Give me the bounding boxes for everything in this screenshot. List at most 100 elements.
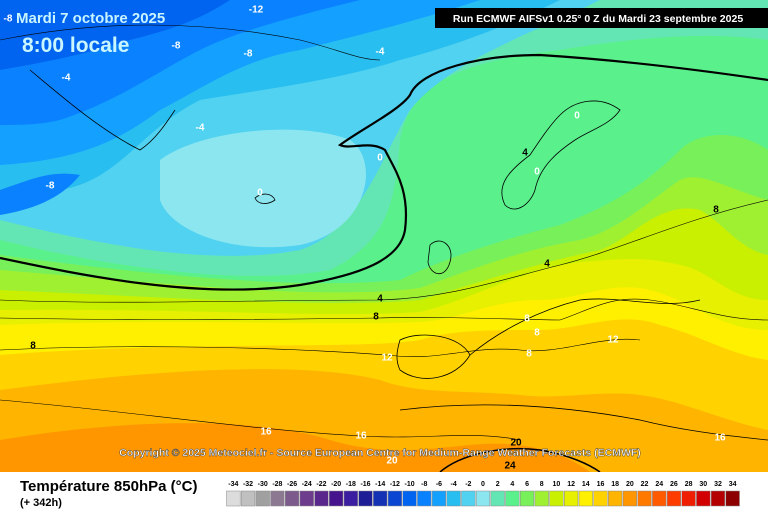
run-info: Run ECMWF AIFSv1 0.25° 0 Z du Mardi 23 s… xyxy=(453,13,743,25)
colorbar-label: 4 xyxy=(510,481,514,488)
colorbar-swatch xyxy=(255,490,270,507)
footer-lead: (+ 342h) xyxy=(20,497,62,509)
contour-label: 16 xyxy=(714,433,726,444)
copyright: Copyright © 2025 Meteociel.fr - Source E… xyxy=(119,447,641,459)
colorbar-label: -8 xyxy=(421,481,427,488)
colorbar-label: 8 xyxy=(540,481,544,488)
colorbar-label: -26 xyxy=(287,481,297,488)
colorbar-label: 12 xyxy=(567,481,575,488)
contour-label: 12 xyxy=(381,353,393,364)
forecast-time: 8:00 locale xyxy=(22,34,129,57)
colorbar-label: -24 xyxy=(302,481,312,488)
contour-label: 24 xyxy=(504,461,516,472)
contour-label: 20 xyxy=(510,438,522,449)
contour-label: -8 xyxy=(244,49,253,60)
colorbar-swatch xyxy=(461,490,476,507)
contours xyxy=(0,24,768,473)
colorbar-swatch xyxy=(637,490,652,507)
colorbar-label: -22 xyxy=(316,481,326,488)
colorbar-swatch xyxy=(475,490,491,507)
contour-label: -12 xyxy=(249,5,264,16)
colorbar-label: 26 xyxy=(670,481,678,488)
colorbar-swatch xyxy=(490,490,505,507)
colorbar-swatch xyxy=(431,490,447,507)
colorbar-swatch xyxy=(270,490,285,507)
colorbar-swatch xyxy=(608,490,623,507)
contour-label: 8 xyxy=(524,314,530,325)
colorbar-label: 24 xyxy=(655,481,663,488)
run-box xyxy=(435,8,768,28)
colorbar-swatch xyxy=(402,490,417,507)
contour-label: -8 xyxy=(46,181,55,192)
colorbar-swatch xyxy=(314,490,329,507)
colorbar-swatch xyxy=(417,490,432,507)
contour-label: 16 xyxy=(260,427,272,438)
colorbar-label: -4 xyxy=(451,481,457,488)
colorbar-swatch xyxy=(505,490,520,507)
colorbar-label: 2 xyxy=(496,481,500,488)
contour-label: 4 xyxy=(522,148,528,159)
colorbar-label: 30 xyxy=(699,481,707,488)
colorbar-label: 18 xyxy=(611,481,619,488)
colorbar-label: -6 xyxy=(436,481,442,488)
contour-label: 20 xyxy=(386,456,398,467)
contour-label: 0 xyxy=(377,153,383,164)
colorbar-label: -30 xyxy=(258,481,268,488)
colorbar-swatch xyxy=(681,490,696,507)
contour-label: 0 xyxy=(574,111,580,122)
contour-label: 8 xyxy=(534,328,540,339)
colorbar-swatch xyxy=(329,490,344,507)
contour-label: 8 xyxy=(30,341,36,352)
colorbar-swatch xyxy=(519,490,535,507)
contour-label: 8 xyxy=(373,312,379,323)
colorbar-label: -2 xyxy=(465,481,471,488)
colorbar-label: -16 xyxy=(360,481,370,488)
contour-label: 0 xyxy=(257,188,263,199)
colorbar-label: -14 xyxy=(375,481,385,488)
colorbar-swatch xyxy=(564,490,579,507)
colorbar-label: 10 xyxy=(553,481,561,488)
coastlines xyxy=(29,69,768,441)
contour-label: 16 xyxy=(355,431,367,442)
contour-label: -4 xyxy=(62,73,71,84)
contour-label: -8 xyxy=(4,14,13,25)
colorbar-label: 32 xyxy=(714,481,722,488)
colorbar-swatch xyxy=(387,490,402,507)
colorbar-swatch xyxy=(373,490,388,507)
footer-title: Température 850hPa (°C) xyxy=(20,478,197,495)
colorbar-swatch xyxy=(358,490,373,507)
contour-label: 4 xyxy=(544,259,550,270)
colorbar-label: -18 xyxy=(346,481,356,488)
colorbar-label: -28 xyxy=(272,481,282,488)
colorbar-swatch xyxy=(240,490,256,507)
colorbar-label: -20 xyxy=(331,481,341,488)
colorbar-swatch xyxy=(299,490,314,507)
colorbar-label: 22 xyxy=(641,481,649,488)
colorbar-swatch xyxy=(226,490,241,507)
forecast-date: Mardi 7 octobre 2025 xyxy=(16,10,165,27)
contour-label: 12 xyxy=(607,335,619,346)
contour-label: -4 xyxy=(196,123,205,134)
colorbar-swatch xyxy=(446,490,461,507)
colorbar-swatch xyxy=(534,490,549,507)
colorbar-swatch xyxy=(725,490,740,507)
colorbar-label: -32 xyxy=(243,481,253,488)
colorbar-swatch xyxy=(710,490,726,507)
contour-label: 4 xyxy=(377,294,383,305)
contour-label: 0 xyxy=(534,167,540,178)
colorbar: -34 -32 -30 -28 -26 -24 -22 -20 -18 -16 -14 -12 -10-… xyxy=(226,481,740,507)
colorbar-label: 16 xyxy=(597,481,605,488)
colorbar-swatch xyxy=(593,490,608,507)
colorbar-label: -12 xyxy=(390,481,400,488)
contour-label: -4 xyxy=(376,47,385,58)
colorbar-swatch xyxy=(578,490,593,507)
colorbar-swatch xyxy=(622,490,637,507)
contour-label: 8 xyxy=(526,349,532,360)
colorbar-label: -10 xyxy=(405,481,415,488)
colorbar-label: 20 xyxy=(626,481,634,488)
colorbar-swatch xyxy=(549,490,564,507)
contour-label: -8 xyxy=(172,41,181,52)
colorbar-swatch xyxy=(284,490,300,507)
